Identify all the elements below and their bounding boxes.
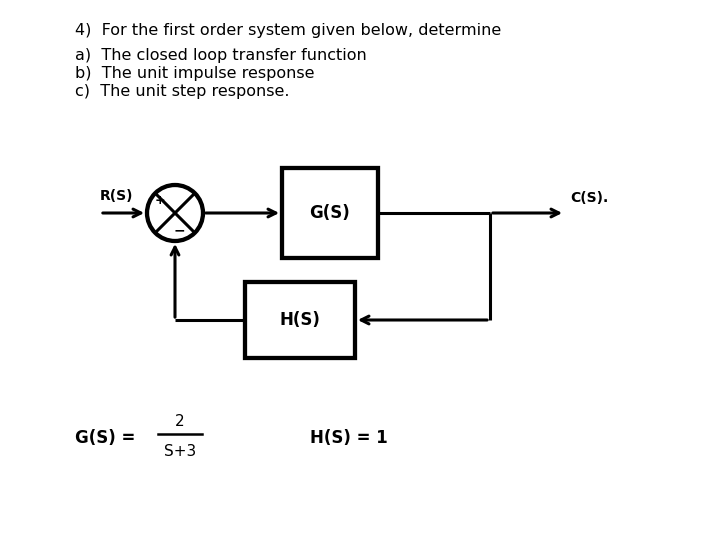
- FancyBboxPatch shape: [245, 282, 355, 358]
- Text: +: +: [154, 194, 165, 207]
- Text: C(S).: C(S).: [570, 191, 608, 205]
- Text: H(S) = 1: H(S) = 1: [310, 429, 388, 447]
- Text: a)  The closed loop transfer function: a) The closed loop transfer function: [75, 48, 367, 63]
- Text: 4)  For the first order system given below, determine: 4) For the first order system given belo…: [75, 23, 501, 38]
- Text: c)  The unit step response.: c) The unit step response.: [75, 84, 290, 99]
- Text: 2: 2: [175, 415, 185, 430]
- Text: G(S) =: G(S) =: [75, 429, 141, 447]
- Text: R(S): R(S): [100, 189, 134, 203]
- Text: G(S): G(S): [309, 204, 350, 222]
- Text: H(S): H(S): [280, 311, 321, 329]
- FancyBboxPatch shape: [282, 168, 378, 258]
- Text: −: −: [174, 223, 185, 237]
- Text: S+3: S+3: [164, 445, 196, 459]
- Text: b)  The unit impulse response: b) The unit impulse response: [75, 66, 314, 81]
